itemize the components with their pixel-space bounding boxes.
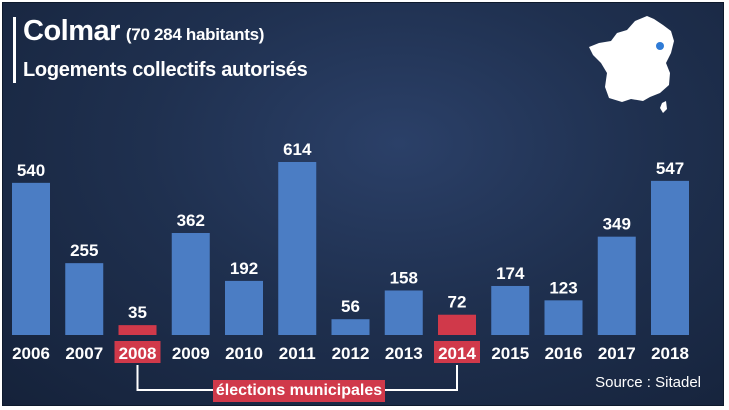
bar-2010 bbox=[225, 280, 263, 335]
value-label-2017: 349 bbox=[603, 215, 631, 234]
bar-2016 bbox=[544, 300, 583, 335]
category-label-2015: 2015 bbox=[491, 344, 529, 363]
category-label-2012: 2012 bbox=[332, 344, 370, 363]
bar-2018 bbox=[651, 180, 689, 335]
bar-chart: 540 255 35 362 192 614 56 158 72 174 123 349 547 200… bbox=[12, 16, 689, 391]
france-map-icon bbox=[589, 16, 674, 113]
elections-label: élections municipales bbox=[213, 380, 385, 402]
value-label-2006: 540 bbox=[17, 161, 45, 180]
value-label-2018: 547 bbox=[656, 159, 684, 178]
value-label-2007: 255 bbox=[70, 241, 98, 260]
category-label-2016: 2016 bbox=[545, 344, 583, 363]
value-label-2009: 362 bbox=[177, 211, 205, 230]
category-highlight-2014 bbox=[434, 341, 480, 363]
bar-2006 bbox=[12, 182, 50, 335]
value-label-2014: 72 bbox=[448, 293, 467, 312]
bar-2015 bbox=[491, 285, 530, 335]
background bbox=[3, 3, 723, 405]
source-note: Source : Sitadel bbox=[595, 374, 701, 391]
colmar-marker-icon bbox=[656, 42, 664, 50]
page-title: Colmar (70 284 habitants) bbox=[23, 15, 264, 48]
category-label-2013: 2013 bbox=[385, 344, 423, 363]
category-label-2008: 2008 bbox=[119, 344, 157, 363]
value-label-2013: 158 bbox=[390, 268, 418, 287]
bar-2012 bbox=[331, 319, 370, 335]
category-labels-group: 2006 2007 2008 2009 2010 2011 2012 2013 2014 2015… bbox=[12, 344, 689, 363]
city-name: Colmar bbox=[23, 15, 120, 47]
bar-2009 bbox=[171, 233, 210, 335]
value-label-2012: 56 bbox=[341, 297, 360, 316]
chart-subtitle: Logements collectifs autorisés bbox=[23, 59, 308, 81]
value-label-2008: 35 bbox=[128, 303, 147, 322]
bar-2008 bbox=[118, 325, 157, 335]
chart-frame: Colmar (70 284 habitants) Logements colle… bbox=[2, 2, 724, 406]
category-label-2018: 2018 bbox=[651, 344, 689, 363]
category-label-2017: 2017 bbox=[598, 344, 636, 363]
value-label-2010: 192 bbox=[230, 259, 258, 278]
value-label-2016: 123 bbox=[549, 278, 577, 297]
category-label-2007: 2007 bbox=[65, 344, 103, 363]
bar-2017 bbox=[597, 236, 636, 335]
category-label-2014: 2014 bbox=[438, 344, 476, 363]
bars-group bbox=[12, 162, 689, 335]
category-label-2006: 2006 bbox=[12, 344, 50, 363]
bar-2013 bbox=[384, 290, 423, 335]
bar-2014 bbox=[438, 314, 476, 335]
bar-2011 bbox=[278, 162, 317, 335]
value-label-2015: 174 bbox=[496, 264, 525, 283]
value-label-2011: 614 bbox=[283, 140, 312, 159]
value-labels-group: 540 255 35 362 192 614 56 158 72 174 123 349 547 bbox=[17, 140, 684, 322]
title-accent-bar bbox=[13, 17, 16, 83]
category-label-2011: 2011 bbox=[279, 344, 316, 363]
category-highlights-group bbox=[114, 341, 480, 363]
category-label-2009: 2009 bbox=[172, 344, 210, 363]
category-highlight-2008 bbox=[114, 341, 161, 363]
bar-2007 bbox=[65, 263, 104, 335]
population-label: (70 284 habitants) bbox=[125, 25, 265, 44]
category-label-2010: 2010 bbox=[225, 344, 263, 363]
